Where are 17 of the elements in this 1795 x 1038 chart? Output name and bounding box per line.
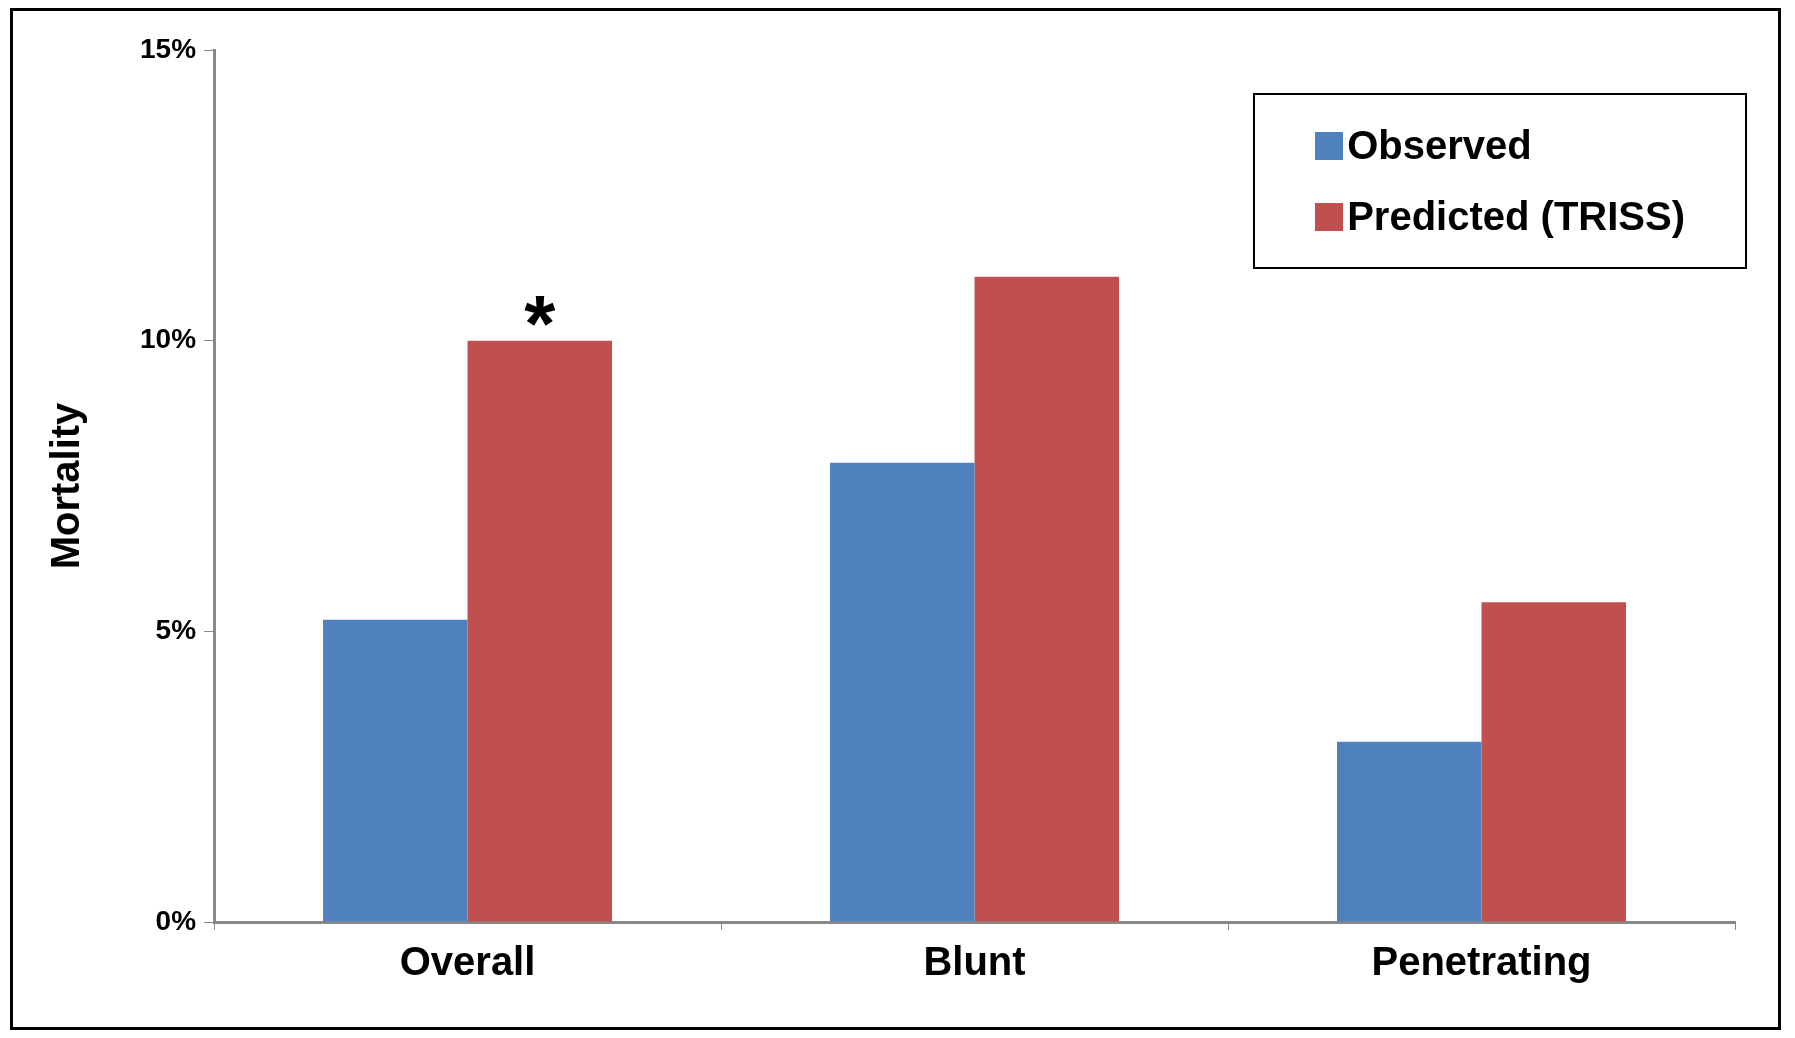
y-tick-label: 0% xyxy=(155,904,197,936)
bar xyxy=(467,340,613,922)
annotation: * xyxy=(524,278,557,368)
y-tick-label: 5% xyxy=(155,614,197,646)
bar xyxy=(830,462,975,922)
legend-label: Observed xyxy=(1347,123,1532,168)
y-tick-label: 10% xyxy=(139,323,197,355)
x-tick-label: Blunt xyxy=(923,939,1026,984)
y-tick-label: 15% xyxy=(139,32,197,64)
bar xyxy=(974,276,1120,922)
y-axis-title: Mortality xyxy=(43,401,88,570)
x-tick-label: Overall xyxy=(399,939,536,984)
legend-label: Predicted (TRISS) xyxy=(1347,194,1685,239)
bar xyxy=(1337,741,1482,922)
bar xyxy=(1481,602,1626,922)
bar xyxy=(323,619,468,922)
x-tick-label: Penetrating xyxy=(1371,939,1592,984)
